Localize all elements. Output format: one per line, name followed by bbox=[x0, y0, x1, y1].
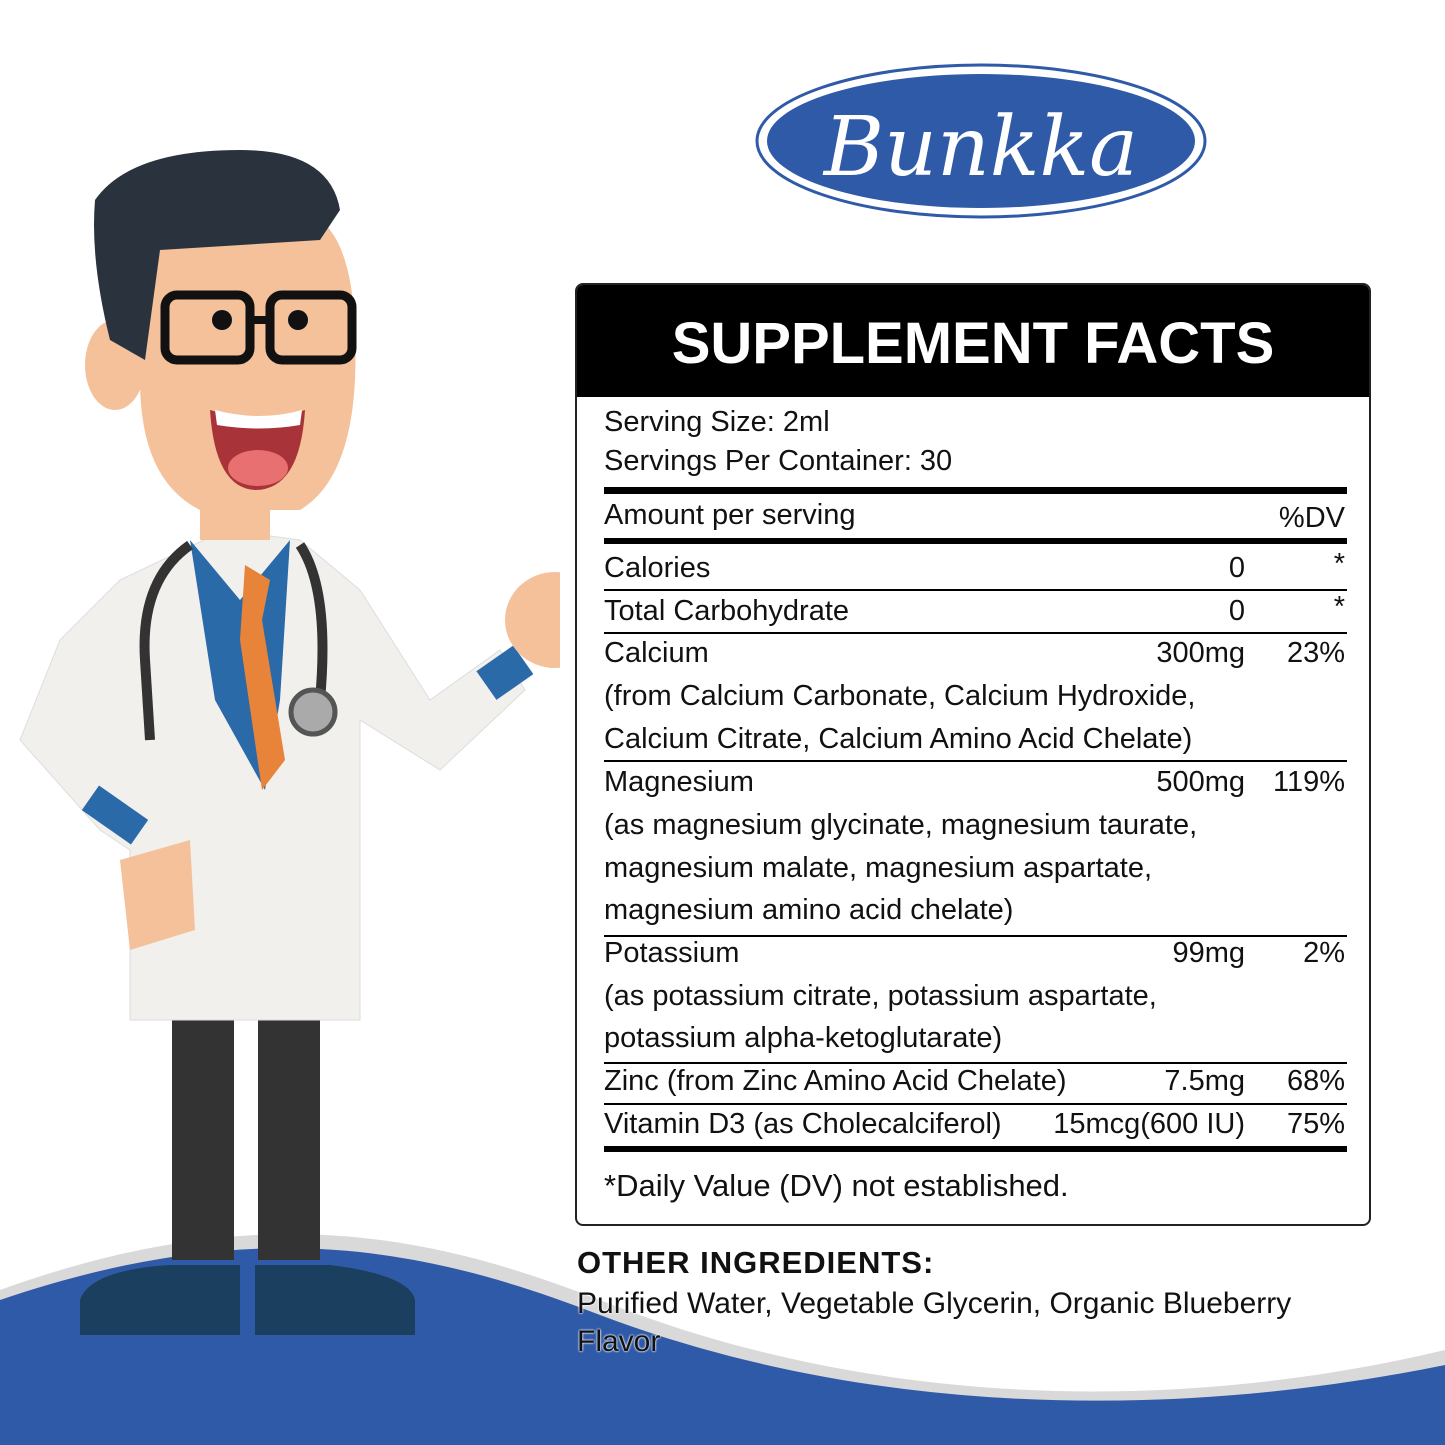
row-detail: (from Calcium Carbonate, Calcium Hydroxi… bbox=[604, 680, 1196, 712]
row-detail: magnesium amino acid chelate) bbox=[604, 894, 1014, 926]
divider bbox=[604, 1103, 1347, 1105]
row-amount: 300mg bbox=[1156, 637, 1245, 669]
panel-title: SUPPLEMENT FACTS bbox=[577, 285, 1369, 397]
row-dv: * bbox=[1333, 548, 1345, 580]
divider bbox=[604, 1062, 1347, 1064]
amount-header: Amount per serving bbox=[604, 499, 856, 531]
row-dv: 2% bbox=[1303, 937, 1345, 969]
row-detail: Calcium Citrate, Calcium Amino Acid Chel… bbox=[604, 723, 1193, 755]
divider bbox=[604, 760, 1347, 762]
row-amount: 0 bbox=[1228, 552, 1245, 584]
divider bbox=[604, 935, 1347, 937]
row-amount: 15mcg(600 IU) bbox=[1053, 1108, 1245, 1140]
row-amount: 500mg bbox=[1156, 766, 1245, 798]
row-detail: potassium alpha-ketoglutarate) bbox=[604, 1022, 1003, 1054]
row-dv: 23% bbox=[1286, 637, 1345, 669]
divider bbox=[604, 589, 1347, 591]
row-detail: (as potassium citrate, potassium asparta… bbox=[604, 980, 1157, 1012]
row-amount: 7.5mg bbox=[1164, 1065, 1245, 1097]
other-ingredients-heading: OTHER INGREDIENTS: bbox=[577, 1245, 935, 1280]
row-detail: (as magnesium glycinate, magnesium taura… bbox=[604, 809, 1198, 841]
divider bbox=[604, 632, 1347, 634]
row-amount: 0 bbox=[1228, 595, 1245, 627]
row-name: Zinc (from Zinc Amino Acid Chelate) bbox=[604, 1065, 1067, 1097]
row-name: Vitamin D3 (as Cholecalciferol) bbox=[604, 1108, 1002, 1140]
row-dv: * bbox=[1333, 591, 1345, 623]
dv-header: %DV bbox=[1278, 502, 1345, 534]
divider-thick bbox=[604, 538, 1347, 544]
row-dv: 119% bbox=[1272, 766, 1345, 798]
other-ingredients-text: Purified Water, Vegetable Glycerin, Orga… bbox=[577, 1287, 1292, 1358]
row-name: Potassium bbox=[604, 937, 740, 969]
supplement-facts-panel: SUPPLEMENT FACTS Serving Size: 2ml Servi… bbox=[575, 283, 1371, 1226]
row-name: Calories bbox=[604, 552, 711, 584]
divider-thick bbox=[604, 1146, 1347, 1152]
footnote: *Daily Value (DV) not established. bbox=[604, 1168, 1069, 1203]
row-name: Magnesium bbox=[604, 766, 754, 798]
brand-logo: Bunkka bbox=[755, 63, 1207, 219]
row-dv: 68% bbox=[1286, 1065, 1345, 1097]
row-amount: 99mg bbox=[1172, 937, 1245, 969]
servings-per-container: Servings Per Container: 30 bbox=[604, 445, 953, 477]
logo-text: Bunkka bbox=[822, 100, 1138, 195]
doctor-illustration bbox=[19, 150, 560, 1335]
row-dv: 75% bbox=[1286, 1108, 1345, 1140]
serving-size: Serving Size: 2ml bbox=[604, 406, 830, 438]
row-name: Total Carbohydrate bbox=[604, 595, 850, 627]
row-name: Calcium bbox=[604, 637, 709, 669]
divider-thick bbox=[604, 487, 1347, 494]
row-detail: magnesium malate, magnesium aspartate, bbox=[604, 852, 1153, 884]
